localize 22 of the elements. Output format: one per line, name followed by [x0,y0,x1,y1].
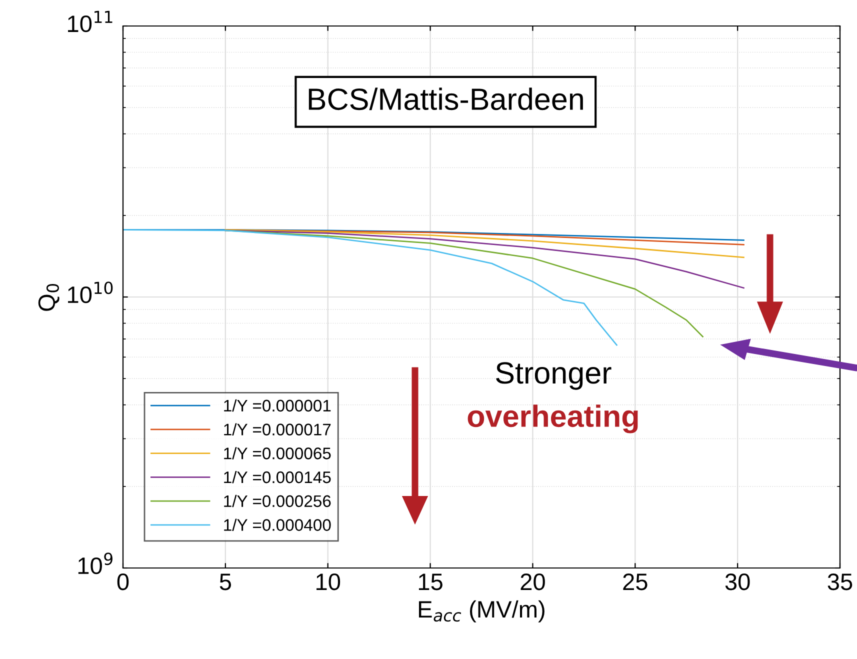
annotation: BCS/Mattis-Bardeen [308,88,583,110]
x-tick-label: 20 [520,573,545,590]
legend-label: 1/Y =0.000256 [224,494,331,508]
x-tick-label: 0 [117,573,129,590]
legend-label: 1/Y =0.000065 [224,447,331,460]
legend-label: 1/Y =0.000145 [224,470,331,484]
x-tick-label: 10 [316,573,340,590]
x-tick-label: 35 [828,573,852,590]
x-tick-label: 25 [623,573,648,590]
y-tick-label: 10$^{10}$ [68,282,113,304]
y-tick-label: 10$^{9}$ [78,552,112,574]
x-tick-label: 15 [418,574,442,590]
x-tick-label: 5 [220,574,232,590]
legend-label: 1/Y =0.000001 [224,399,331,412]
legend-label: 1/Y =0.000017 [224,423,331,436]
annotation: Stronger [496,362,612,390]
x-tick-label: 30 [725,573,750,590]
legend-label: 1/Y =0.000400 [224,518,331,531]
y-axis-title: Q$_{0}$ [38,284,60,311]
x-axis-title: E$_{acc}$ (MV/m) [418,600,544,622]
annotation: overheating [468,404,638,434]
y-tick-label: 10$^{11}$ [68,10,112,32]
